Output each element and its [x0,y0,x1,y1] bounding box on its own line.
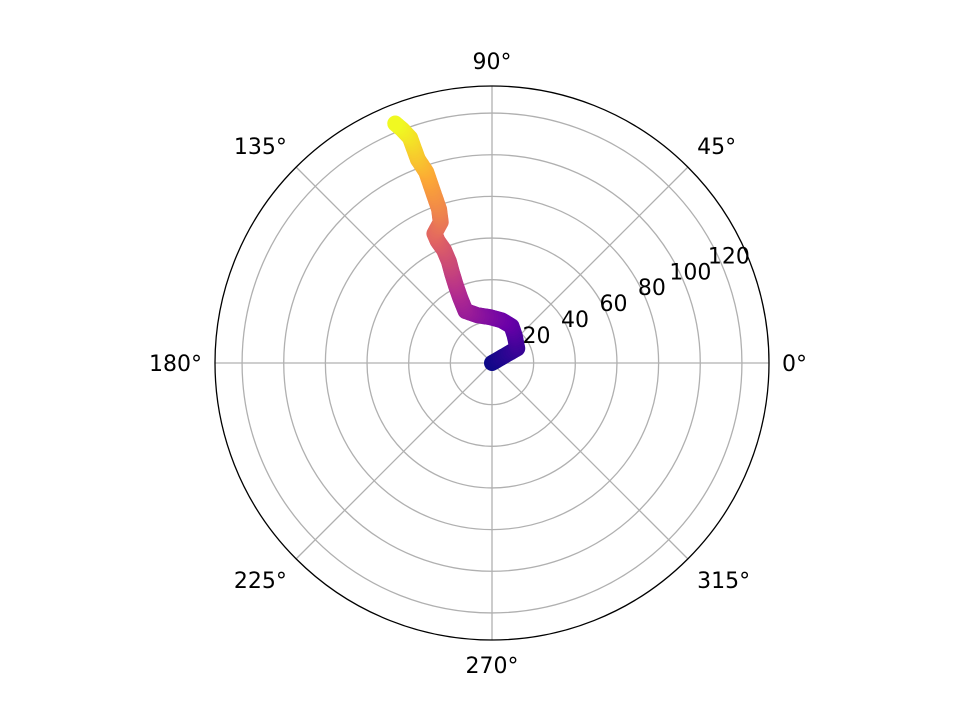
theta-tick-label-315: 315° [697,569,750,594]
grid-spoke-225 [295,362,493,560]
grid-spoke-45 [491,166,689,364]
data-layer [387,115,526,371]
theta-tick-label-0: 0° [782,352,807,377]
r-tick-label-80: 80 [638,276,666,301]
r-tick-label-100: 100 [669,260,711,285]
theta-tick-label-270: 270° [466,654,519,679]
polar-frame [214,85,770,641]
theta-tick-label-180: 180° [149,352,202,377]
data-point [387,115,404,132]
label-layer: 0° 45° 90° 135° 180° 225° 270° 315° 20 40 60 801001… [149,50,807,679]
grid-spoke-135 [295,166,493,364]
theta-tick-label-45: 45° [697,135,736,160]
theta-tick-label-225: 225° [234,569,287,594]
frame-layer [214,85,770,641]
r-tick-label-120: 120 [708,244,750,269]
theta-tick-label-135: 135° [234,135,287,160]
theta-tick-label-90: 90° [473,50,512,75]
grid-spoke-315 [491,362,689,560]
r-tick-label-40: 40 [561,308,589,333]
r-tick-label-20: 20 [523,324,551,349]
r-tick-label-60: 60 [600,292,628,317]
